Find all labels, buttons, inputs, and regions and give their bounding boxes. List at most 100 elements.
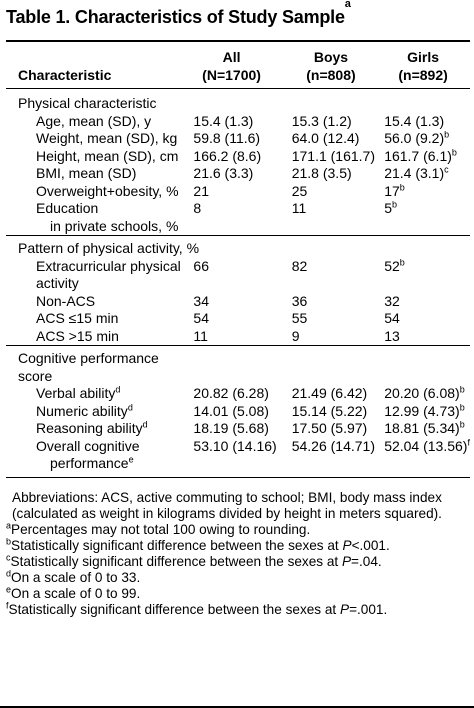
cell-girls: 52.04 (13.56)f <box>384 437 470 473</box>
section-divider-line <box>6 345 470 348</box>
cell-girls: 18.81 (5.34)b <box>384 420 470 438</box>
row-label: Overweight+obesity, % <box>6 183 193 201</box>
header-all: All (N=1700) <box>193 42 291 89</box>
footnote-text: On a scale of 0 to 33. <box>11 569 141 585</box>
cell-girls: 161.7 (6.1)b <box>384 146 470 166</box>
footnote-mark: a <box>6 519 12 530</box>
row-label-line1: Overall cognitive <box>36 438 193 456</box>
section-heading-text: Pattern of physical activity, % <box>18 240 200 256</box>
cell-boys: 9 <box>291 327 300 344</box>
row-label-line1: Education <box>36 200 193 218</box>
header-girls-line2: (n=892) <box>398 67 448 83</box>
row-label-line1: Verbal abilityd <box>36 385 193 403</box>
cell-girls-value: 5 <box>384 200 392 216</box>
cell-all: 66 <box>193 257 209 274</box>
footnote-mark: d <box>6 567 12 578</box>
header-boys-line1: Boys <box>313 49 349 65</box>
cell-all: 21.6 (3.3) <box>193 165 254 181</box>
footnote-italic: P <box>342 537 352 553</box>
row-label-line2-text: performance <box>50 455 129 471</box>
cell-all: 21 <box>193 182 209 199</box>
footnote-text: Percentages may not total 100 owing to r… <box>11 521 311 537</box>
cell-girls-value: 54 <box>384 310 400 326</box>
header-boys-line2: (n=808) <box>306 67 356 83</box>
row-label-text: Non-ACS <box>36 292 96 309</box>
section-divider <box>6 345 470 348</box>
cell-all: 18.19 (5.68) <box>193 420 269 436</box>
row-label-line1: Age, mean (SD), y <box>36 113 193 131</box>
row-label-line2: performancee <box>36 455 193 473</box>
cell-girls: 54 <box>384 310 470 328</box>
row-label-line1: Numeric abilityd <box>36 402 193 421</box>
cell-girls: 15.4 (1.3) <box>384 113 470 131</box>
cell-girls-value: 52 <box>384 257 400 274</box>
footnote-item: cStatistically significant difference be… <box>6 552 468 570</box>
cell-girls-footnote-mark: b <box>459 384 465 395</box>
cell-girls-footnote-mark: c <box>444 164 449 175</box>
row-label-text: Age, mean (SD), y <box>36 112 152 129</box>
cell-all: 15.4 (1.3) <box>193 112 254 129</box>
row-label: Education in private schools, % <box>6 200 193 236</box>
footnote-text: Statistically significant difference bet… <box>8 601 340 617</box>
footnote-text: Statistically significant difference bet… <box>10 553 342 569</box>
cell-girls: 17b <box>384 181 470 201</box>
cell-boys: 36 <box>291 292 308 309</box>
table-row: Education in private schools, % 8 11 5b <box>6 200 470 236</box>
header-rule <box>6 88 470 93</box>
cell-girls-value: 56.0 (9.2) <box>384 130 445 146</box>
table-row: Reasoning abilityd 18.19 (5.68) 17.50 (5.9… <box>6 420 470 438</box>
header-girls-line1: Girls <box>407 49 440 65</box>
characteristics-table: Characteristic All (N=1700) Boys (n=808) G… <box>6 42 470 473</box>
cell-boys: 171.1 (161.7) <box>291 147 376 164</box>
row-label-line1: ACS ≤15 min <box>36 310 193 328</box>
header-all-line2: (N=1700) <box>202 67 261 83</box>
row-label: Extracurricular physical activity <box>6 258 193 293</box>
row-label-text: Extracurricular physical <box>36 257 181 274</box>
section-divider-line <box>6 235 470 238</box>
row-label-line2-text: activity <box>36 275 79 291</box>
cell-boys: 15.14 (5.22) <box>291 402 368 419</box>
cell-girls-footnote-mark: b <box>391 199 397 210</box>
cell-boys: 25 <box>291 182 308 199</box>
cell-all: 34 <box>193 292 209 309</box>
row-label-line1: Reasoning abilityd <box>36 420 193 438</box>
footnote-mark: b <box>6 535 12 546</box>
cell-boys: 17.50 (5.97) <box>291 420 368 436</box>
row-label: Non-ACS <box>6 293 193 311</box>
cell-girls: 13 <box>384 328 470 346</box>
footnote-text: Statistically significant difference bet… <box>11 537 343 553</box>
cell-girls-footnote-mark: b <box>451 146 457 157</box>
cell-girls-value: 21.4 (3.1) <box>384 165 445 181</box>
footnote-item: fStatistically significant difference be… <box>6 600 468 618</box>
row-label: Weight, mean (SD), kg <box>6 130 193 148</box>
table-row: ACS >15 min 11 9 13 <box>6 328 470 346</box>
row-label-line1: Overweight+obesity, % <box>36 183 193 201</box>
table-row: ACS ≤15 min 54 55 54 <box>6 310 470 328</box>
cell-girls-value: 12.99 (4.73) <box>384 402 460 419</box>
header-boys: Boys (n=808) <box>292 42 384 89</box>
cell-all: 54 <box>193 310 209 326</box>
footnote-text: On a scale of 0 to 99. <box>11 585 141 601</box>
cell-girls: 32 <box>384 293 470 311</box>
cell-all: 59.8 (11.6) <box>193 130 261 146</box>
table-row: Overall cognitive performancee 53.10 (14.1… <box>6 437 470 473</box>
row-label-line1: Non-ACS <box>36 293 193 311</box>
section-divider <box>6 235 470 238</box>
cell-boys: 15.3 (1.2) <box>291 112 352 129</box>
row-label-text: Height, mean (SD), cm <box>36 147 179 164</box>
table-row: Non-ACS 34 36 32 <box>6 293 470 311</box>
cell-girls-footnote-mark: b <box>399 181 405 192</box>
row-label-line2-footnote-mark: e <box>128 454 134 465</box>
table-title: Table 1. Characteristics of Study Sample… <box>6 0 470 30</box>
footnote-italic: P <box>339 601 350 617</box>
row-label-text: Overall cognitive <box>36 437 140 454</box>
cell-girls-value: 52.04 (13.56) <box>384 437 468 454</box>
cell-girls-value: 161.7 (6.1) <box>384 147 452 164</box>
cell-all: 8 <box>193 200 202 216</box>
row-label: Height, mean (SD), cm <box>6 148 193 166</box>
row-label-text: BMI, mean (SD) <box>36 165 137 181</box>
row-label-text: Weight, mean (SD), kg <box>36 130 178 146</box>
table-body: Physical characteristic Age, mean (SD), y… <box>6 93 470 473</box>
footnote-list: aPercentages may not total 100 owing to … <box>6 519 468 618</box>
table-row: Height, mean (SD), cm 166.2 (8.6) 171.1 (1… <box>6 146 470 166</box>
